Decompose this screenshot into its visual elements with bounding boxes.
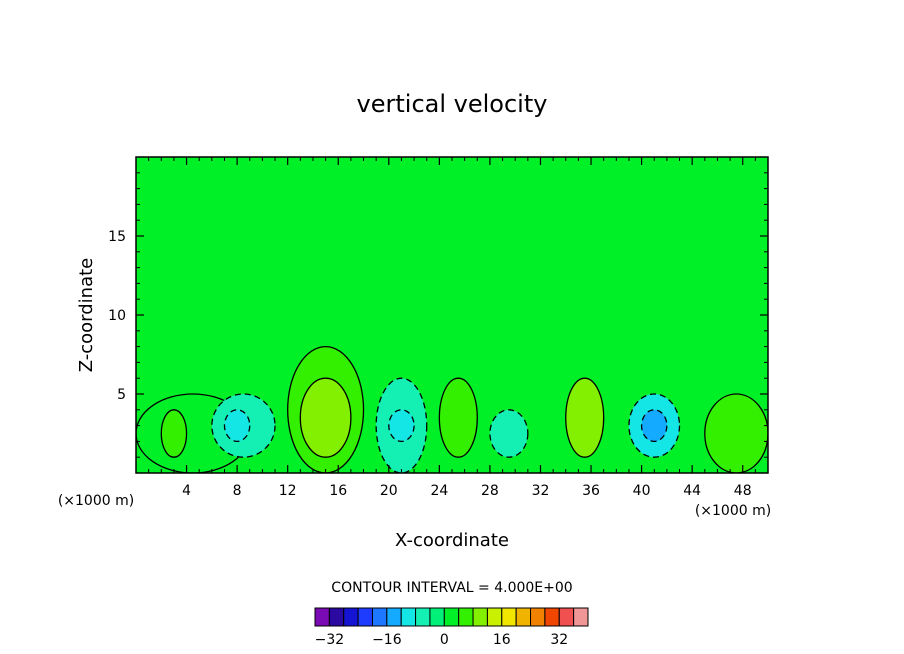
contour-cell: [640, 409, 668, 443]
x-tick-label: 32: [532, 483, 550, 499]
y-tick-label: 5: [117, 387, 126, 403]
z-unit-label: (×1000 m): [58, 493, 134, 509]
colorbar-bin: [357, 607, 373, 627]
colorbar: −32 −16 0 16 32: [314, 607, 589, 648]
y-axis-label: Z-coordinate: [76, 258, 97, 373]
colorbar-bin: [544, 607, 560, 627]
colorbar-bin: [501, 607, 517, 627]
y-tick-label: 10: [108, 308, 126, 324]
y-tick-label: 15: [108, 229, 126, 245]
colorbar-bin: [314, 607, 330, 627]
contour-cell: [388, 409, 415, 443]
colorbar-bin: [472, 607, 488, 627]
chart-title: vertical velocity: [357, 90, 548, 118]
colorbar-tick-label: 0: [440, 632, 449, 648]
x-tick-label: 44: [683, 483, 701, 499]
colorbar-bin: [415, 607, 431, 627]
x-tick-label: 28: [481, 483, 499, 499]
contour-cell: [438, 377, 478, 458]
contour-cell: [489, 409, 529, 458]
colorbar-tick-label: −32: [315, 632, 345, 648]
x-tick-label: 16: [329, 483, 347, 499]
contour-interval-text: CONTOUR INTERVAL = 4.000E+00: [331, 580, 572, 596]
contour-cell: [160, 409, 188, 458]
colorbar-bin: [400, 607, 417, 627]
contour-cell: [299, 377, 352, 458]
colorbar-bin: [558, 607, 575, 627]
colorbar-bin: [371, 607, 388, 627]
x-tick-label: 12: [279, 483, 297, 499]
x-axis-label: X-coordinate: [395, 530, 509, 551]
contour-cell: [704, 393, 768, 473]
colorbar-bin: [443, 607, 460, 627]
x-unit-label: (×1000 m): [695, 503, 771, 519]
colorbar-bin: [530, 607, 546, 627]
x-tick-label: 48: [734, 483, 752, 499]
colorbar-bin: [458, 607, 474, 627]
colorbar-bin: [386, 607, 402, 627]
contour-cell: [565, 377, 605, 458]
colorbar-bin: [573, 607, 589, 627]
x-tick-label: 24: [430, 483, 448, 499]
colorbar-bin: [515, 607, 532, 627]
x-tick-label: 4: [182, 483, 191, 499]
contour-plot-area: [136, 157, 768, 473]
contour-cell: [223, 409, 251, 443]
colorbar-bin: [328, 607, 345, 627]
colorbar-bin: [429, 607, 445, 627]
colorbar-tick-label: 16: [493, 632, 511, 648]
colorbar-bin: [486, 607, 503, 627]
x-tick-label: 8: [233, 483, 242, 499]
colorbar-bin: [343, 607, 359, 627]
x-tick-label: 36: [582, 483, 600, 499]
x-tick-label: 20: [380, 483, 398, 499]
x-tick-label: 40: [633, 483, 651, 499]
colorbar-tick-label: −16: [372, 632, 402, 648]
colorbar-tick-label: 32: [550, 632, 568, 648]
